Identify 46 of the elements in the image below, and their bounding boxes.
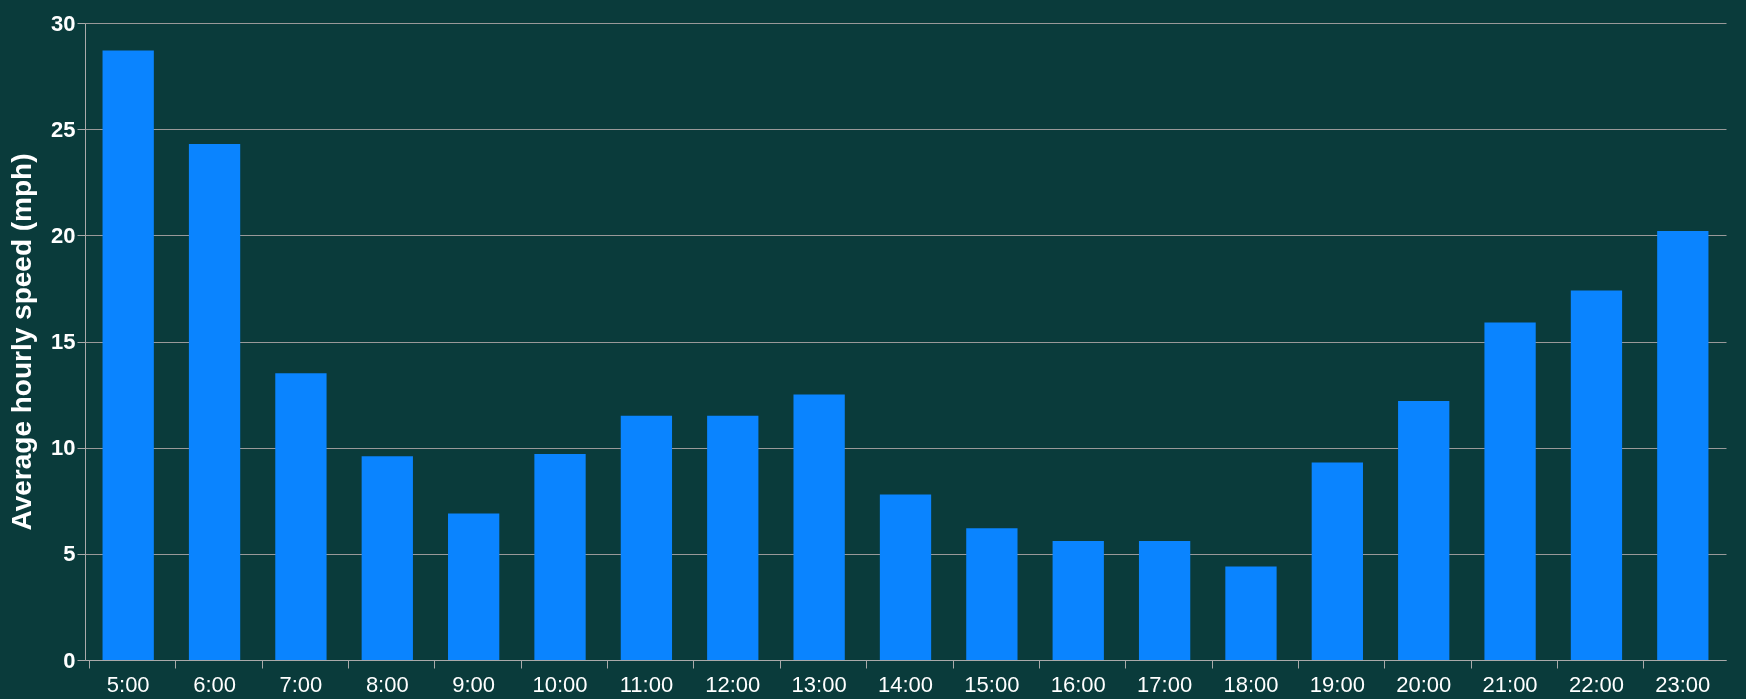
x-tick-label: 7:00 <box>279 671 323 697</box>
x-tick-label: 20:00 <box>1396 671 1452 697</box>
x-tick-label: 19:00 <box>1309 671 1365 697</box>
y-tick-label: 0 <box>63 647 76 673</box>
bar <box>102 50 154 660</box>
bar <box>275 373 327 660</box>
bar <box>1052 541 1104 660</box>
bar <box>534 454 586 660</box>
x-tick-label: 23:00 <box>1655 671 1711 697</box>
bar <box>1225 566 1277 660</box>
bar <box>707 415 759 660</box>
x-tick-label: 18:00 <box>1223 671 1279 697</box>
bar <box>188 144 241 660</box>
x-tick-label: 22:00 <box>1568 671 1624 697</box>
y-tick-label: 10 <box>51 435 76 461</box>
x-tick-label: 8:00 <box>365 671 409 697</box>
y-tick-label: 5 <box>63 541 76 567</box>
bar <box>1570 290 1623 660</box>
x-tick-label: 16:00 <box>1050 671 1106 697</box>
x-tick-label: 10:00 <box>532 671 588 697</box>
x-tick-label: 14:00 <box>877 671 934 697</box>
bar <box>1138 541 1191 660</box>
bar <box>620 415 673 660</box>
bar <box>1398 400 1450 660</box>
bar <box>1484 322 1536 660</box>
y-tick-label: 15 <box>51 329 76 354</box>
x-tick-label: 13:00 <box>791 671 847 697</box>
bar <box>793 394 845 660</box>
bar <box>966 528 1018 660</box>
x-tick-label: 11:00 <box>619 671 674 697</box>
bar <box>1657 231 1709 660</box>
y-axis-title: Average hourly speed (mph) <box>6 153 38 531</box>
x-tick-label: 9:00 <box>452 671 496 697</box>
bar <box>1311 462 1363 660</box>
x-tick-label: 15:00 <box>964 671 1020 697</box>
x-tick-label: 21:00 <box>1482 671 1538 697</box>
bar <box>361 456 413 660</box>
bar <box>448 513 500 660</box>
x-tick-label: 6:00 <box>193 671 236 697</box>
y-tick-label: 20 <box>51 222 76 248</box>
x-tick-label: 5:00 <box>106 671 150 697</box>
x-tick-label: 17:00 <box>1137 671 1193 697</box>
y-tick-label: 30 <box>51 10 76 36</box>
y-tick-label: 25 <box>51 116 76 142</box>
x-tick-label: 12:00 <box>705 671 761 697</box>
bar <box>879 494 932 660</box>
